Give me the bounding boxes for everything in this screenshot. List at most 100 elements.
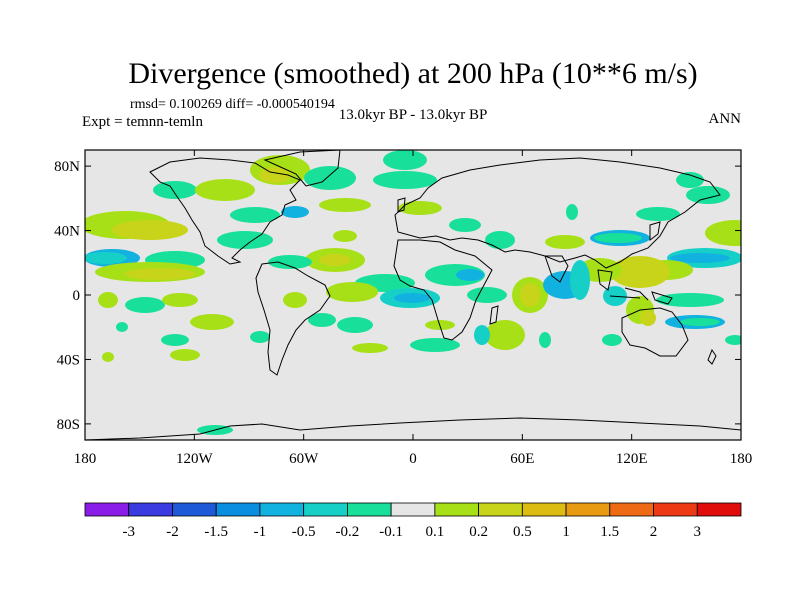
neg-region xyxy=(474,325,490,345)
neg-region xyxy=(594,233,642,243)
coastline-india xyxy=(544,255,569,283)
center-subtitle: 13.0kyr BP - 13.0kyr BP xyxy=(339,107,488,123)
colorbar-swatch xyxy=(128,502,173,517)
colorbar-label: 3 xyxy=(694,524,702,540)
pos-region xyxy=(162,293,198,307)
neg-region xyxy=(230,207,280,223)
coastline-maritime-continent xyxy=(597,269,673,305)
pos-region xyxy=(705,220,741,246)
colorbar-swatch xyxy=(434,502,480,517)
neg-region xyxy=(676,172,704,188)
coastline-north-america xyxy=(149,157,301,265)
colorbar-label: -2 xyxy=(166,524,179,540)
neg-region xyxy=(725,335,741,345)
colorbar-swatch xyxy=(478,502,523,517)
pos-region xyxy=(102,352,114,362)
pos-region xyxy=(283,292,307,308)
pos-region xyxy=(640,310,656,326)
coastline-madagascar xyxy=(489,305,499,325)
y-tick-label: 80N xyxy=(54,159,80,175)
colorbar-swatch xyxy=(215,502,261,517)
colorbar-label: 0.2 xyxy=(469,524,488,540)
pos-region xyxy=(326,282,378,302)
neg-region xyxy=(680,318,720,326)
neg-region xyxy=(153,181,197,199)
y-tick-label: 40S xyxy=(57,352,80,368)
coastline-eurasia xyxy=(394,157,721,269)
x-tick-label: 180 xyxy=(730,451,753,467)
coastline-south-america xyxy=(255,261,331,376)
colorbar-swatch xyxy=(390,502,436,517)
colorbar-label: 0.1 xyxy=(425,524,444,540)
neg-region xyxy=(85,252,127,264)
colorbar: -3 -2 -1.5 -1 -0.5 -0.2 -0.1 0.1 0.2 0.5 1 1.5 2 3 xyxy=(84,502,742,540)
pos-region xyxy=(195,179,255,201)
colorbar-swatch xyxy=(696,502,742,517)
neg-region xyxy=(456,269,484,281)
colorbar-swatch xyxy=(303,502,348,517)
right-subtitle: ANN xyxy=(709,111,742,127)
neg-region xyxy=(304,166,356,190)
neg-region xyxy=(602,334,622,346)
colorbar-swatch xyxy=(84,502,130,517)
pos-region xyxy=(520,283,540,307)
pos-region xyxy=(112,220,188,240)
x-tick-label: 60E xyxy=(510,451,534,467)
pos-region xyxy=(259,167,291,183)
colorbar-swatch xyxy=(346,502,392,517)
pos-region xyxy=(485,320,525,350)
coastline-antarctica xyxy=(85,417,741,440)
pos-region xyxy=(190,314,234,330)
pos-region xyxy=(610,256,670,288)
contour-fills xyxy=(85,150,741,435)
neg-region xyxy=(686,186,730,204)
neg-region xyxy=(636,207,680,221)
coastlines xyxy=(85,150,741,440)
neg-region xyxy=(410,338,460,352)
coastline-australia xyxy=(621,307,689,357)
colorbar-label: -3 xyxy=(122,524,135,540)
y-tick-label: 40N xyxy=(54,224,80,240)
colorbar-label: -1.5 xyxy=(204,524,228,540)
coastline-africa xyxy=(393,239,493,341)
colorbar-swatch xyxy=(172,502,217,517)
pos-region xyxy=(398,201,442,215)
y-tick-label: 80S xyxy=(57,417,80,433)
colorbar-swatch xyxy=(259,502,305,517)
neg-region xyxy=(383,150,427,170)
pos-region xyxy=(319,198,371,212)
x-tick-label: 180 xyxy=(74,451,97,467)
x-tick-label: 60W xyxy=(289,451,319,467)
coastline-greenland xyxy=(263,150,341,187)
neg-region xyxy=(570,260,590,300)
neg-region xyxy=(337,317,373,333)
colorbar-label: 1 xyxy=(562,524,570,540)
pos-region xyxy=(319,254,351,266)
x-axis: 180 120W 60W 0 60E 120E 180 xyxy=(74,150,753,467)
neg-region xyxy=(394,293,430,303)
colorbar-label: 1.5 xyxy=(600,524,619,540)
neg-region xyxy=(125,297,165,313)
colorbar-label: -0.1 xyxy=(379,524,403,540)
colorbar-label: 0.5 xyxy=(513,524,532,540)
y-axis: 80N 40N 0 40S 80S xyxy=(54,159,741,433)
pos-region xyxy=(170,349,200,361)
neg-region xyxy=(281,206,309,218)
colorbar-swatch xyxy=(521,502,567,517)
pos-region xyxy=(545,235,585,249)
colorbar-label: 2 xyxy=(650,524,658,540)
pos-region xyxy=(125,268,195,280)
figure-title: Divergence (smoothed) at 200 hPa (10**6 … xyxy=(128,57,697,90)
x-tick-label: 0 xyxy=(409,451,417,467)
colorbar-label: -0.2 xyxy=(336,524,360,540)
pos-region xyxy=(333,230,357,242)
neg-region xyxy=(670,253,730,263)
neg-region xyxy=(485,231,515,249)
pos-region xyxy=(98,292,118,308)
y-tick-label: 0 xyxy=(73,288,81,304)
pos-region xyxy=(352,343,388,353)
left-subtitle: Expt = temnn-temln xyxy=(82,114,203,130)
neg-region xyxy=(308,313,336,327)
